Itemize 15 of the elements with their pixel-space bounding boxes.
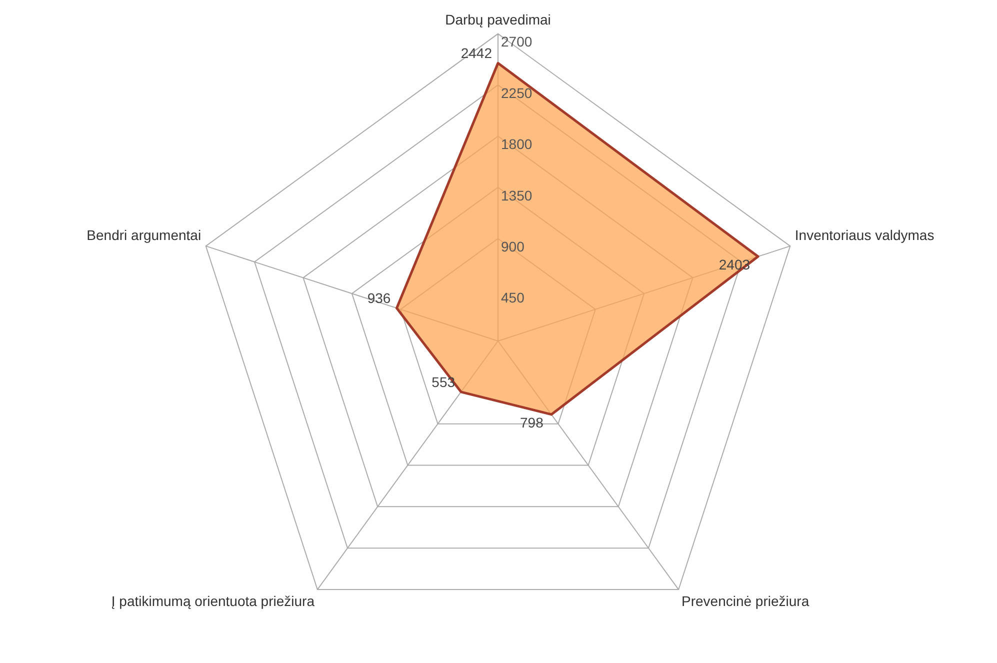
- data-label: 936: [367, 290, 391, 306]
- spoke-label: Į patikimumą orientuota priežiura: [111, 592, 315, 609]
- spoke-label: Bendri argumentai: [86, 226, 202, 243]
- data-label: 553: [432, 374, 456, 390]
- data-label: 2442: [460, 45, 492, 62]
- y-tick-label: 2250: [501, 84, 532, 101]
- y-tick-label: 1350: [501, 187, 532, 204]
- y-tick-label: 2700: [501, 34, 532, 50]
- y-tick-label: 450: [501, 290, 525, 306]
- data-label: 798: [520, 414, 544, 430]
- y-tick-label: 1800: [501, 136, 532, 152]
- spoke-label: Darbų pavedimai: [445, 11, 551, 28]
- y-tick-label: 900: [501, 238, 525, 254]
- spoke-label: Inventoriaus valdymas: [794, 226, 934, 243]
- spoke-label: Prevencinė priežiura: [682, 592, 810, 609]
